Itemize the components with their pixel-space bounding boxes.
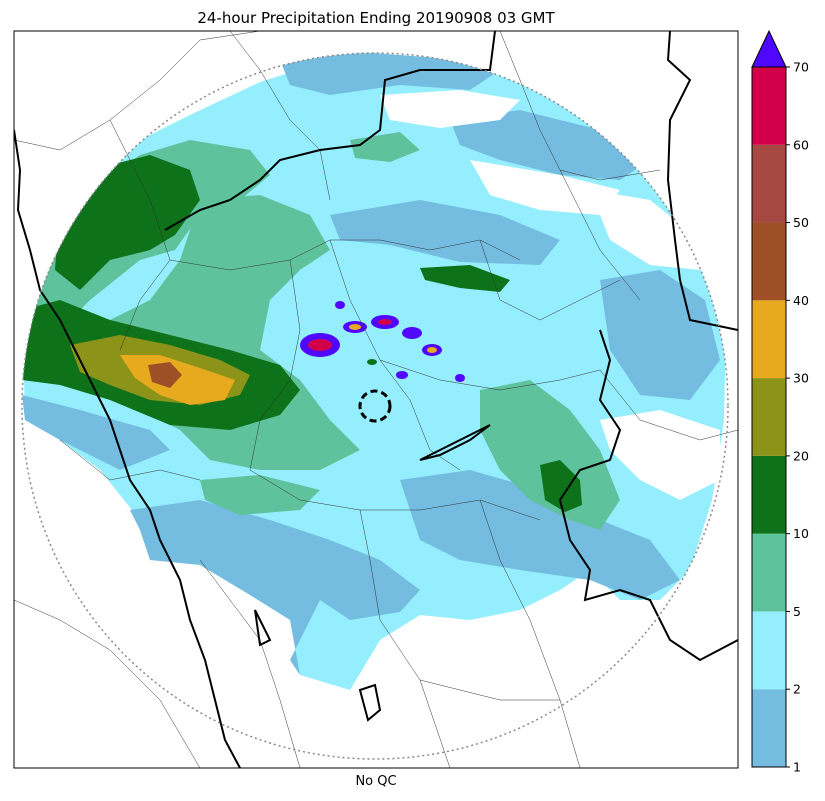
map-frame (13, 30, 739, 769)
colorbar-bin (752, 378, 786, 456)
map-panel (13, 30, 739, 769)
map-footer-label: No QC (355, 774, 396, 789)
colorbar-tick-label: 30 (793, 371, 809, 386)
colorbar-bin (752, 533, 786, 612)
cell-core (455, 374, 465, 382)
convective-cells (300, 301, 465, 382)
no-precip-gap (470, 160, 620, 215)
colorbar-bin (752, 67, 786, 145)
cell-ring (349, 324, 361, 330)
colorbar-extend-arrow (751, 29, 787, 68)
precip-area-blue (22, 395, 170, 470)
no-precip-gap (590, 190, 700, 270)
cell-core (402, 327, 422, 339)
precip-area-brown-40-50 (148, 362, 182, 388)
precipitation-field (22, 53, 726, 690)
precip-area-dark-green-10-20 (540, 460, 582, 512)
colorbar-tick-label: 20 (793, 448, 809, 463)
colorbar-bin (752, 144, 786, 223)
radar-site-marker (358, 389, 392, 423)
precip-area-green-5-10 (480, 380, 620, 530)
state-borders (14, 31, 738, 768)
colorbar-bin (752, 611, 786, 690)
precip-area-blue (280, 53, 500, 95)
colorbar-tick-label: 60 (793, 137, 809, 152)
precip-area-blue (130, 500, 420, 675)
map-title: 24-hour Precipitation Ending 20190908 03… (197, 9, 555, 27)
colorbar-tick-label: 2 (793, 682, 801, 697)
colorbar-bin (752, 300, 786, 379)
cell-core (396, 371, 408, 379)
colorbar-tick-label: 70 (793, 60, 809, 75)
colorbar-bin (752, 689, 786, 767)
cell-ring (427, 347, 437, 353)
no-precip-gap (380, 90, 520, 128)
precip-area-blue (600, 270, 720, 400)
colorbar-tick-label: 5 (793, 604, 801, 619)
colorbar-tick-label: 1 (793, 760, 801, 775)
colorbar-tick-label: 40 (793, 293, 809, 308)
precip-area-blue (400, 470, 680, 600)
colorbar-tick-label: 50 (793, 215, 809, 230)
no-precip-gap (600, 410, 720, 500)
cell-ring (308, 339, 332, 351)
colorbar: 1 2 5 10 20 30 40 50 60 70 (751, 29, 809, 775)
colorbar-outline (751, 66, 787, 768)
precip-area-blue (450, 110, 650, 180)
colorbar-tick-label: 10 (793, 526, 809, 541)
cell-core (367, 359, 377, 365)
radar-coverage-ring (21, 52, 729, 760)
precip-area-green-5-10 (200, 475, 320, 515)
cell-core (335, 301, 345, 309)
precip-area-dark-green-10-20 (420, 265, 510, 292)
precip-area-blue (330, 200, 560, 265)
colorbar-bin (752, 222, 786, 301)
cell-ring (378, 319, 392, 325)
colorbar-bin (752, 455, 786, 534)
